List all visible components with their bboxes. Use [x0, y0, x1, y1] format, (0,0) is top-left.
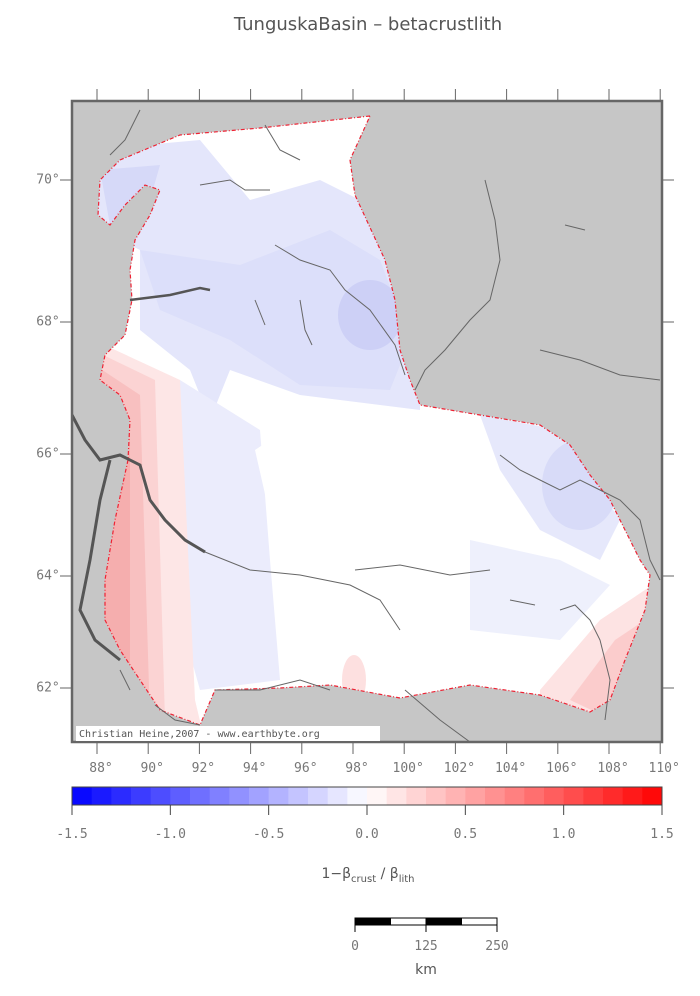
colorbar-tick-label: -0.5 [253, 827, 284, 842]
credit-box [76, 726, 380, 741]
colorbar-step [485, 787, 506, 805]
scale-unit: km [415, 962, 437, 978]
lat-label: 62° [36, 681, 59, 696]
colorbar-step [91, 787, 112, 805]
lon-label: 90° [140, 761, 163, 776]
scale-label: 125 [414, 939, 437, 954]
colorbar-tick-label: 1.0 [552, 827, 575, 842]
scale-segment [425, 917, 462, 926]
colorbar-step [131, 787, 152, 805]
colorbar-step [563, 787, 584, 805]
colorbar-step [465, 787, 486, 805]
colorbar-label: 1−βcrust / βlith [321, 866, 414, 885]
colorbar-step [544, 787, 565, 805]
colorbar-step [150, 787, 171, 805]
colorbar-tick-label: -1.5 [56, 827, 87, 842]
map-area: Christian Heine,2007 - www.earthbyte.org [70, 99, 664, 744]
scale-label: 250 [485, 939, 508, 954]
colorbar-step [288, 787, 309, 805]
scale-segment [461, 917, 498, 926]
map-title: TunguskaBasin – betacrustlith [233, 14, 502, 35]
colorbar-tick-label: -1.0 [155, 827, 186, 842]
colorbar-step [170, 787, 191, 805]
scale-segment [354, 917, 391, 926]
lon-label: 98° [345, 761, 368, 776]
rivers [72, 109, 661, 742]
colorbar-step [367, 787, 388, 805]
colorbar-tick-label: 0.0 [355, 827, 378, 842]
colorbar-tick-label: 1.5 [650, 827, 673, 842]
scale-label: 0 [351, 939, 359, 954]
colorbar-step [209, 787, 230, 805]
lon-label: 88° [89, 761, 112, 776]
map-frame [70, 99, 664, 744]
colorbar-step [72, 787, 93, 805]
colorbar-step [426, 787, 447, 805]
lon-label: 104° [495, 761, 526, 776]
scale-segment [390, 917, 427, 926]
lat-label: 70° [36, 173, 59, 188]
lon-label: 102° [444, 761, 475, 776]
lon-label: 94° [243, 761, 266, 776]
lon-label: 110° [649, 761, 680, 776]
colorbar-step [190, 787, 211, 805]
colorbar-step [642, 787, 663, 805]
colorbar-step [583, 787, 604, 805]
colorbar: -1.5 -1.0 -0.5 0.0 0.5 1.0 1.5 [56, 786, 674, 842]
colorbar-step [622, 787, 643, 805]
lon-label: 100° [393, 761, 424, 776]
colorbar-step [445, 787, 466, 805]
colorbar-tick-label: 0.5 [454, 827, 477, 842]
colorbar-step [406, 787, 427, 805]
colorbar-step [111, 787, 132, 805]
lon-label: 92° [192, 761, 215, 776]
lat-label: 68° [36, 315, 59, 330]
colorbar-step [229, 787, 250, 805]
lat-label: 64° [36, 569, 59, 584]
colorbar-step [603, 787, 624, 805]
graticule-labels: 70° 68° 66° 64° 62° 88° 90° 92° 94° 96° 98° 100° 102… [36, 89, 680, 776]
colorbar-step [268, 787, 289, 805]
colorbar-step [524, 787, 545, 805]
lat-label: 66° [36, 447, 59, 462]
scale-bar: 0 125 250 km [351, 917, 509, 978]
colorbar-step [347, 787, 368, 805]
lon-label: 106° [546, 761, 577, 776]
colorbar-step [327, 787, 348, 805]
lon-label: 96° [294, 761, 317, 776]
lon-label: 108° [597, 761, 628, 776]
colorbar-step [386, 787, 407, 805]
colorbar-step [249, 787, 270, 805]
colorbar-step [504, 787, 525, 805]
colorbar-step [308, 787, 329, 805]
credit: Christian Heine,2007 - www.earthbyte.org [79, 729, 320, 740]
